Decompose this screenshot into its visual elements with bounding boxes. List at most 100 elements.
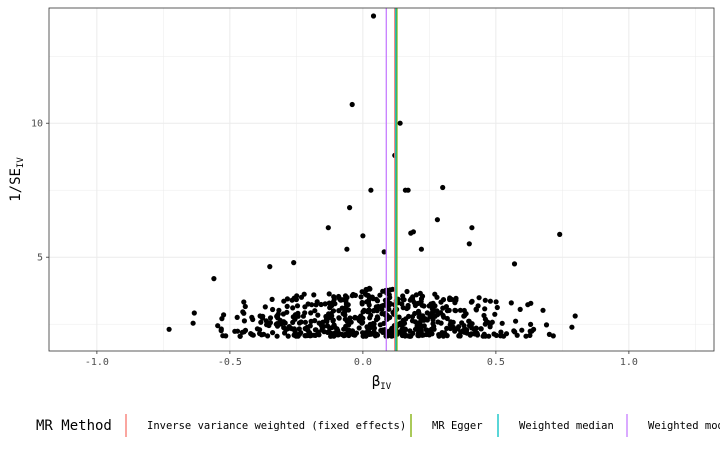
data-point [514, 332, 520, 338]
data-point [367, 315, 373, 321]
data-point [527, 332, 533, 338]
data-point [491, 331, 497, 337]
data-point [242, 303, 248, 310]
data-point [292, 332, 298, 338]
data-point [546, 331, 553, 337]
data-point [540, 307, 546, 313]
data-point [347, 205, 353, 211]
data-point [481, 331, 487, 337]
data-point [260, 313, 266, 319]
data-point [290, 305, 296, 311]
data-point [447, 296, 453, 303]
data-point [215, 323, 221, 329]
data-point [249, 314, 255, 320]
data-point [302, 304, 308, 310]
data-point [447, 325, 453, 332]
data-point [469, 225, 475, 231]
data-point [474, 332, 481, 338]
data-point [557, 231, 563, 237]
data-point [466, 241, 472, 247]
data-point [528, 321, 534, 327]
data-point [397, 120, 403, 126]
data-point [220, 333, 226, 339]
data-point [459, 320, 465, 326]
data-point [371, 329, 377, 335]
data-point [312, 308, 318, 314]
data-point [331, 296, 337, 302]
data-point [482, 297, 488, 303]
data-point [386, 306, 392, 312]
data-point [270, 306, 276, 313]
data-point [330, 308, 337, 314]
data-point [285, 333, 291, 339]
data-point [240, 309, 246, 315]
data-point [298, 319, 304, 325]
data-point [344, 327, 351, 333]
data-point [359, 289, 365, 295]
data-point [475, 303, 481, 309]
data-point [326, 311, 332, 317]
method-lines [385, 8, 398, 351]
data-point [415, 308, 422, 314]
legend-title: MR Method [36, 418, 112, 434]
data-point [166, 326, 172, 332]
data-point [325, 225, 331, 231]
data-point [473, 307, 479, 313]
data-point [331, 333, 337, 339]
data-point [311, 292, 317, 298]
data-point [457, 333, 463, 339]
data-point [277, 317, 283, 323]
x-axis-title-subscript: IV [380, 382, 391, 392]
data-point [232, 328, 238, 334]
data-point [377, 322, 383, 328]
data-point [318, 301, 324, 308]
data-point [218, 326, 224, 332]
data-point [241, 318, 247, 324]
data-point [489, 319, 495, 325]
data-point [402, 326, 408, 332]
data-point [511, 328, 517, 334]
data-point [345, 302, 351, 308]
data-point [331, 322, 337, 328]
data-point [309, 302, 315, 308]
data-point [543, 322, 550, 328]
data-point [569, 324, 575, 330]
data-point [466, 318, 472, 324]
data-point [322, 301, 328, 307]
data-point [241, 329, 247, 335]
data-point [307, 333, 313, 339]
data-point [342, 331, 348, 338]
data-point [361, 308, 367, 314]
data-point [266, 322, 272, 329]
data-point [315, 329, 321, 335]
data-point [336, 308, 342, 314]
data-points [166, 13, 578, 339]
data-point [358, 294, 364, 300]
data-point [329, 303, 335, 309]
data-point [381, 249, 387, 255]
data-point [523, 333, 529, 339]
data-point [374, 332, 381, 338]
data-point [386, 302, 393, 308]
data-point [291, 260, 297, 266]
data-point [267, 264, 273, 270]
data-point [424, 310, 430, 316]
legend-label: Inverse variance weighted (fixed effects… [147, 420, 406, 432]
data-point [487, 298, 493, 304]
data-point [519, 327, 525, 333]
data-point [342, 316, 348, 322]
data-point [411, 299, 417, 306]
data-point [360, 333, 366, 339]
data-point [492, 311, 498, 317]
data-point [476, 295, 482, 301]
data-point [469, 298, 475, 304]
data-point [436, 332, 442, 338]
data-point [402, 331, 408, 337]
legend-label: Weighted mode [648, 420, 720, 432]
data-point [241, 299, 247, 305]
data-point [373, 317, 379, 323]
data-point [440, 184, 446, 191]
data-point [366, 307, 372, 313]
data-point [284, 303, 290, 309]
data-point [296, 331, 303, 337]
